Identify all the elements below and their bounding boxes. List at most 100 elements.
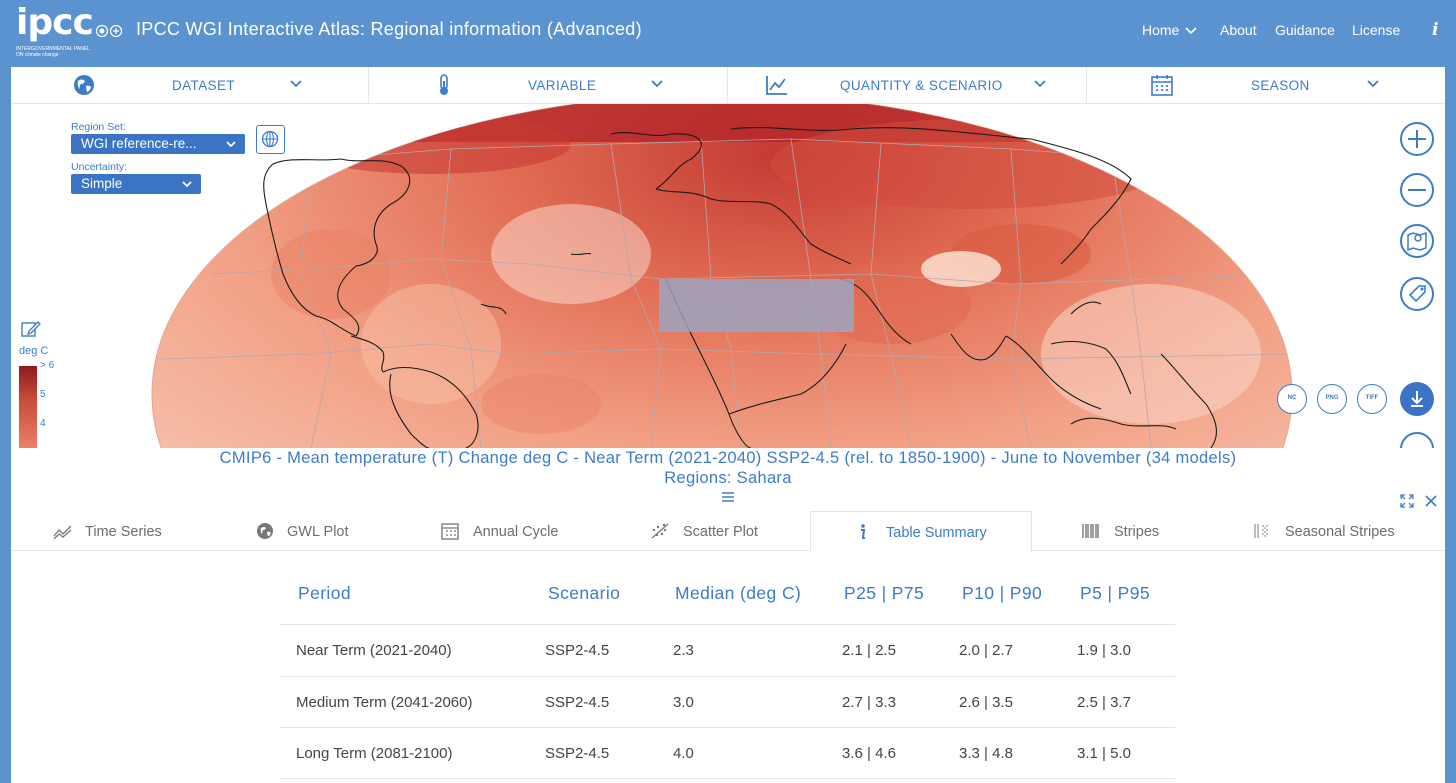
cell-p10-p90: 2.6 | 3.5 [959,694,1013,711]
legend-tick: > 6 [40,360,55,371]
seasonal-stripes-icon [1254,524,1268,538]
cell-scenario: SSP2-4.5 [545,745,610,762]
variable-selector[interactable]: VARIABLE [369,67,728,104]
uncertainty-label: Uncertainty: [71,161,128,173]
legend-tick: 4 [40,418,46,429]
tab-label: Stripes [1114,524,1160,540]
region-map-button[interactable] [256,125,285,154]
row-divider [280,727,1175,728]
analysis-tabs: Time Series GWL Plot Annual Cycle Scatte… [11,511,1445,552]
stripes-icon [1082,524,1099,538]
season-label: SEASON [1251,78,1310,93]
chevron-down-icon [226,141,236,148]
nav-guidance[interactable]: Guidance [1275,22,1335,38]
minus-icon [1408,189,1426,191]
un-logos-icon [96,24,123,38]
cell-p25-p75: 2.7 | 3.3 [842,694,896,711]
map-caption: CMIP6 - Mean temperature (T) Change deg … [11,448,1445,488]
tab-time-series[interactable]: Time Series [41,511,221,551]
selected-region-sahara[interactable] [659,279,854,332]
expand-icon[interactable] [1400,494,1414,508]
chevron-down-icon [290,80,302,88]
chevron-down-icon [651,80,663,88]
download-button[interactable] [1400,382,1434,416]
drag-handle-icon[interactable] [722,492,734,502]
tab-label: Table Summary [886,525,987,541]
tag-icon [1408,285,1426,303]
season-selector[interactable]: SEASON [1087,67,1445,104]
region-set-dropdown[interactable]: WGI reference-re... [71,134,245,154]
region-set-value: WGI reference-re... [81,136,197,151]
tab-gwl-plot[interactable]: GWL Plot [241,511,411,551]
chevron-down-icon [1185,27,1197,35]
cell-p25-p75: 3.6 | 4.6 [842,745,896,762]
main-panel: DATASET VARIABLE QUANTITY & SCENARIO [11,67,1445,783]
tab-label: Time Series [85,524,162,540]
labels-button[interactable] [1400,277,1434,311]
chevron-down-icon [1034,80,1046,88]
map-view[interactable]: Region Set: WGI reference-re... Uncertai… [11,104,1445,448]
world-map[interactable] [11,104,1445,448]
column-header-period: Period [298,583,351,603]
logo-text: ipcc [16,2,94,43]
nav-license[interactable]: License [1352,22,1401,38]
legend-unit: deg C [19,345,49,357]
nav-home-label: Home [1142,22,1180,38]
cell-p5-p95: 2.5 | 3.7 [1077,694,1131,711]
cell-period: Medium Term (2041-2060) [296,694,473,711]
column-header-p10-p90: P10 | P90 [962,583,1043,603]
cell-period: Long Term (2081-2100) [296,745,453,762]
cell-scenario: SSP2-4.5 [545,694,610,711]
top-header: ipcc INTERGOVERNMENTAL PANEL ON climate … [0,0,1456,66]
cell-period: Near Term (2021-2040) [296,642,452,659]
line-chart-icon [766,76,787,95]
logo-subtext: INTERGOVERNMENTAL PANEL ON climate chang… [16,46,90,58]
tab-stripes[interactable]: Stripes [1071,511,1221,551]
cell-median: 3.0 [673,694,694,711]
time-series-icon [53,525,72,540]
cell-p10-p90: 2.0 | 2.7 [959,642,1013,659]
region-set-label: Region Set: [71,121,126,133]
scatter-icon [651,523,669,539]
caption-line2: Regions: Sahara [664,469,792,487]
export-tiff-label: TIFF [1365,395,1379,401]
nav-about[interactable]: About [1220,22,1257,38]
chevron-down-icon [1367,80,1379,88]
calendar-icon [1151,75,1173,96]
uncertainty-dropdown[interactable]: Simple [71,174,201,194]
map-layers-button[interactable] [1400,224,1434,258]
thermometer-icon [440,74,448,95]
export-nc-button[interactable]: NC [1277,384,1307,414]
calendar-grid-icon [441,523,459,540]
dataset-label: DATASET [172,78,236,93]
zoom-in-button[interactable] [1400,122,1434,156]
close-icon[interactable] [1424,494,1438,508]
dataset-selector[interactable]: DATASET [11,67,369,104]
cell-p5-p95: 3.1 | 5.0 [1077,745,1131,762]
legend-colorbar [19,366,37,448]
legend-tick: 5 [40,389,46,400]
column-header-p5-p95: P5 | P95 [1080,583,1151,603]
tab-annual-cycle[interactable]: Annual Cycle [426,511,606,551]
tab-scatter-plot[interactable]: Scatter Plot [636,511,806,551]
export-tiff-button[interactable]: TIFF [1357,384,1387,414]
row-divider [280,676,1175,677]
cell-p10-p90: 3.3 | 4.8 [959,745,1013,762]
info-icon[interactable]: i [1432,20,1439,40]
cell-median: 4.0 [673,745,694,762]
nav-home[interactable]: Home [1142,22,1197,38]
export-nc-label: NC [1287,395,1297,401]
tab-table-summary[interactable]: Table Summary [810,511,1032,552]
tab-label: Seasonal Stripes [1285,524,1395,540]
export-png-button[interactable]: PNG [1317,384,1347,414]
download-icon [1411,391,1423,407]
ipcc-logo[interactable]: ipcc INTERGOVERNMENTAL PANEL ON climate … [14,2,94,58]
column-header-p25-p75: P25 | P75 [844,583,925,603]
quantity-scenario-selector[interactable]: QUANTITY & SCENARIO [728,67,1087,104]
cell-scenario: SSP2-4.5 [545,642,610,659]
zoom-out-button[interactable] [1400,173,1434,207]
coastlines [263,127,1217,448]
app-title: IPCC WGI Interactive Atlas: Regional inf… [136,19,642,39]
tab-seasonal-stripes[interactable]: Seasonal Stripes [1243,511,1443,551]
edit-legend-icon[interactable] [21,320,41,338]
